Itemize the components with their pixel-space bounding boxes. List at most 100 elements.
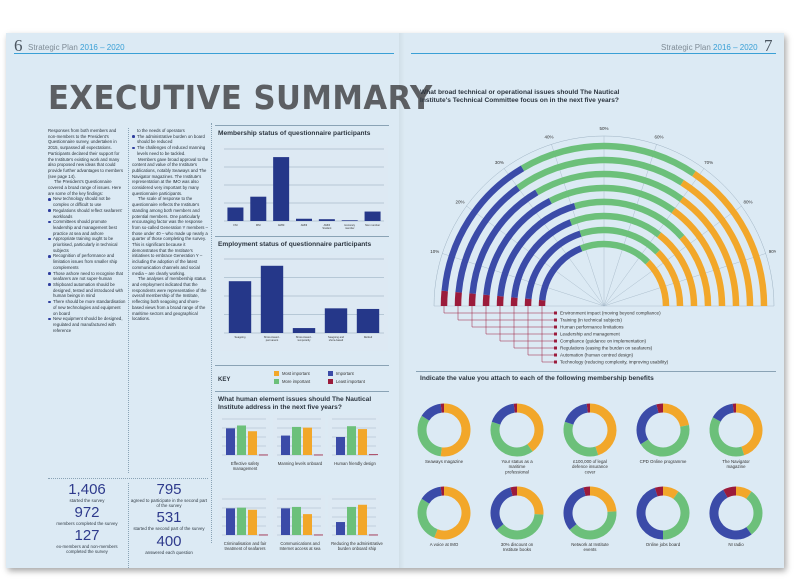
donut-segment [662, 491, 690, 540]
leader-marker [554, 318, 557, 322]
stats-rule [48, 478, 208, 479]
bar [356, 308, 380, 333]
arc-segment [679, 196, 740, 307]
x-tick-label: Non member [365, 223, 380, 227]
arc-segment [497, 203, 576, 297]
bar [314, 454, 323, 456]
human-element-charts [218, 415, 380, 537]
human-caption: Effective safety management [230, 461, 260, 472]
donut-segment [656, 403, 664, 414]
label-line: professional [505, 469, 529, 474]
tick-line [603, 253, 766, 307]
tick-line [603, 168, 705, 307]
leader-marker [554, 332, 557, 336]
label-line: £100,000 of legal [573, 459, 607, 464]
bar [227, 207, 244, 221]
tick-line: Seagoing [235, 335, 247, 339]
benefit-label: CPD Online programme [640, 459, 687, 464]
arc-segment [680, 179, 754, 307]
key-label: Most important [282, 371, 310, 376]
page-title: EXECUTIVE SUMMARY [48, 78, 433, 117]
human-caption: Human friendly design [334, 461, 376, 466]
column-two-text: to the needs of operators The administra… [132, 128, 209, 322]
chart-background [220, 145, 388, 239]
donut-segment [662, 403, 690, 428]
right-header-years: 2016 – 2020 [713, 43, 758, 52]
human-caption: Reducing the administrative burden onboa… [331, 541, 383, 552]
brochure-spread: 6 Strategic Plan 2016 – 2020 Strategic P… [6, 33, 784, 568]
percent-tick-label: 60% [654, 135, 663, 140]
x-tick-label: Seagoing and shore-based [328, 335, 345, 342]
leader-marker [554, 339, 557, 343]
donut-segment [490, 487, 513, 530]
arc-segment [511, 219, 573, 298]
key-most: Most important [274, 371, 310, 377]
donut-segment [563, 487, 586, 530]
label-line: Institute books [503, 547, 532, 552]
intro-paragraph: Responses from both members and non-memb… [48, 128, 123, 179]
donut-segment [589, 403, 617, 456]
tick-line: FNI [233, 223, 237, 227]
donut-segment [662, 486, 679, 500]
stat-label: members completed the survey [56, 521, 118, 526]
issue-label: Environment impact (moving beyond compli… [560, 311, 661, 316]
arc-segment [520, 142, 696, 177]
arc-segment [525, 230, 582, 300]
benefits-donut-charts: Seaways magazine Your status as a maritime… [417, 403, 763, 552]
label-line: cover [585, 469, 596, 474]
label-line: Online jobs board [646, 542, 681, 547]
tick-line [503, 168, 605, 307]
bar [296, 218, 312, 221]
x-tick-label: AMNI [278, 223, 285, 227]
stat-label: agreed to participate in the second part… [130, 498, 208, 509]
donut-segment [491, 403, 516, 425]
tick-line: AMNI [278, 223, 285, 227]
tick-line [442, 253, 605, 307]
donut-segment [746, 491, 763, 535]
issue-label: Training (in technical subjects) [560, 318, 622, 323]
tick-line: member [345, 226, 355, 230]
label-line: magazine [726, 464, 746, 469]
finding-item: Regulations should reflect seafarers' wo… [48, 208, 126, 219]
finding-item: The administrative burden on board shoul… [132, 134, 209, 145]
stat-number: 972 [74, 504, 100, 521]
tick-line: shore-based [329, 338, 344, 342]
donut-segment [434, 486, 471, 540]
arc-segment [655, 249, 684, 307]
column-divider [128, 128, 129, 473]
key-title: KEY [218, 377, 231, 383]
purple-swatch [328, 371, 333, 377]
stats-divider [128, 483, 129, 568]
human-caption: Communications and Internet access at se… [279, 541, 321, 552]
arc-segment [483, 197, 552, 296]
left-header-label: Strategic Plan [28, 43, 78, 52]
findings-list-continued: The administrative burden on board shoul… [132, 134, 209, 157]
orange-swatch [274, 371, 279, 377]
bar [248, 431, 257, 455]
donut-segment [421, 486, 443, 504]
bar [292, 328, 316, 333]
x-tick-label: Seagoing [235, 335, 247, 339]
benefit-label: NI radio [728, 542, 744, 547]
percent-tick-label: 10% [430, 249, 439, 254]
benefit-label: Network at Institute events [571, 542, 609, 552]
bar [237, 425, 246, 455]
section-rule [416, 371, 776, 372]
arc-segment [574, 198, 685, 240]
arc-segment [579, 226, 661, 255]
tick-line [603, 144, 657, 307]
bar [260, 265, 284, 333]
issue-label: Automation (human centred design) [560, 353, 634, 358]
stat-number: 1,406 [68, 481, 106, 498]
bar [324, 308, 348, 333]
tick-line: Retired [364, 335, 373, 339]
arc-segment [535, 170, 684, 202]
technical-title: What broad technical or operational issu… [420, 89, 620, 104]
donut-segment [496, 513, 544, 540]
section-rule [215, 391, 389, 392]
tick-line: temporarily [298, 338, 312, 342]
donut-segment [417, 415, 443, 457]
issue-label: Technology (reducing complexity, improvi… [560, 360, 669, 365]
label-line: CPD Online programme [640, 459, 687, 464]
findings-list: New technology should not be complex or … [48, 196, 126, 333]
